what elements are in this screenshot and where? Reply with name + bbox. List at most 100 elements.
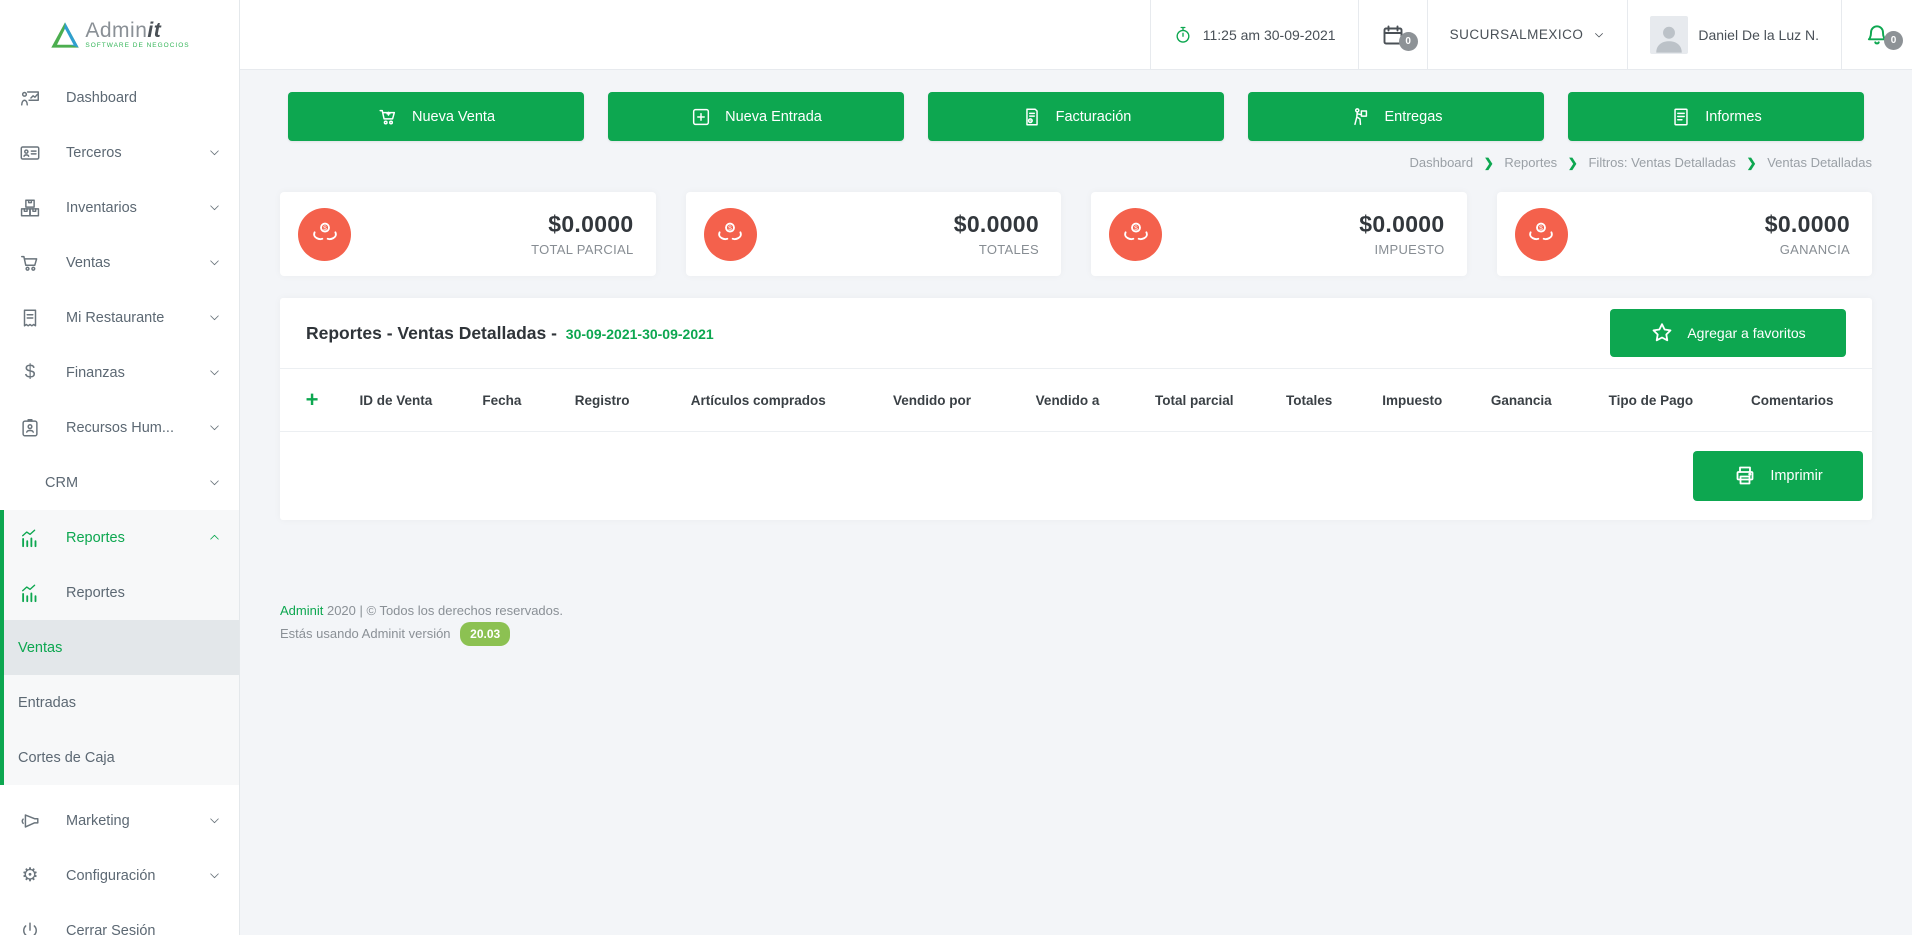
stat-label: IMPUESTO <box>1374 242 1445 257</box>
gear-icon: ⚙ <box>21 865 39 886</box>
sidebar-item-terceros[interactable]: Terceros <box>0 125 239 180</box>
sidebar-item-finanzas[interactable]: $ Finanzas <box>0 345 239 400</box>
breadcrumb-separator-icon: ❯ <box>1567 156 1578 170</box>
star-icon <box>1652 323 1672 342</box>
column-header: Ganancia <box>1490 392 1552 408</box>
stat-cards: $ $0.0000 TOTAL PARCIAL $ $0.0000 TOTALE… <box>280 192 1872 276</box>
chevron-down-icon <box>210 260 219 266</box>
sidebar-item-label: Terceros <box>66 144 122 161</box>
notifications-badge: 0 <box>1884 30 1903 50</box>
sidebar-item-dashboard[interactable]: Dashboard <box>0 70 239 125</box>
printer-icon <box>1736 466 1754 485</box>
report-date-range: 30-09-2021-30-09-2021 <box>565 325 714 342</box>
megaphone-icon <box>18 810 42 832</box>
sidebar-item-label: Inventarios <box>66 199 137 216</box>
facturacion-button[interactable]: $ Facturación <box>928 92 1224 141</box>
branch-selector[interactable]: SUCURSALMEXICO <box>1426 0 1628 69</box>
stat-card-impuesto: $ $0.0000 IMPUESTO <box>1091 192 1467 276</box>
sidebar-item-reportes[interactable]: Reportes <box>4 510 239 565</box>
sidebar-item-recursos-humanos[interactable]: Recursos Hum... <box>0 400 239 455</box>
stat-label: TOTALES <box>978 242 1039 257</box>
column-header: Totales <box>1285 392 1333 408</box>
breadcrumb-dashboard[interactable]: Dashboard <box>1409 155 1474 170</box>
add-row-button[interactable]: + <box>305 387 319 412</box>
entregas-button[interactable]: Entregas <box>1248 92 1544 141</box>
sidebar-subitem-cortes-de-caja[interactable]: Cortes de Caja <box>4 730 239 785</box>
sidebar-item-inventarios[interactable]: Inventarios <box>0 180 239 235</box>
cart-icon <box>18 252 42 274</box>
stat-card-ganancia: $ $0.0000 GANANCIA <box>1496 192 1872 276</box>
cart-plus-icon <box>379 109 396 125</box>
quick-actions: Nueva Venta Nueva Entrada $ Facturación … <box>288 92 1864 141</box>
footer-version-line: Estás usando Adminit versión 20.03 <box>280 622 1872 647</box>
sidebar-item-label: Finanzas <box>66 364 125 381</box>
sidebar-subitem-reportes[interactable]: Reportes <box>4 565 239 620</box>
add-to-favorites-button[interactable]: Agregar a favoritos <box>1610 309 1846 357</box>
user-menu[interactable]: Daniel De la Luz N. <box>1627 0 1841 69</box>
invoice-icon: $ <box>1025 107 1038 126</box>
dollar-icon: $ <box>24 361 36 383</box>
boxes-icon <box>18 197 42 219</box>
calendar-button[interactable]: 0 <box>1357 0 1427 69</box>
svg-text:$: $ <box>1134 225 1138 232</box>
sidebar-item-configuracion[interactable]: ⚙ Configuración <box>0 848 239 903</box>
sidebar-item-mi-restaurante[interactable]: Mi Restaurante <box>0 290 239 345</box>
sidebar-menu: Dashboard Terceros Inventarios Ventas <box>0 70 239 935</box>
user-name: Daniel De la Luz N. <box>1698 26 1819 43</box>
column-header: Registro <box>574 392 630 408</box>
chevron-up-icon <box>210 534 219 540</box>
sidebar-item-label: Recursos Hum... <box>66 419 174 436</box>
avatar <box>1650 15 1689 54</box>
sidebar-subitem-ventas[interactable]: Ventas <box>4 620 239 675</box>
stopwatch-icon <box>1176 26 1190 43</box>
datetime-text: 11:25 am 30-09-2021 <box>1202 26 1336 43</box>
report-panel: Reportes - Ventas Detalladas - 30-09-202… <box>280 298 1872 520</box>
bar-chart-icon <box>18 582 42 604</box>
sidebar-item-label: Ventas <box>18 639 63 656</box>
delivery-person-icon <box>1354 107 1368 125</box>
stat-label: GANANCIA <box>1779 242 1850 257</box>
sidebar-item-label: Cerrar Sesión <box>66 922 156 935</box>
column-header: Vendido por <box>893 392 972 408</box>
sidebar-item-label: Dashboard <box>66 89 137 106</box>
sidebar-item-crm[interactable]: CRM <box>0 455 239 510</box>
contacts-card-icon <box>18 142 42 164</box>
sidebar: Adminit SOFTWARE DE NEGOCIOS Dashboard T… <box>0 0 240 935</box>
sidebar-item-label: Reportes <box>66 529 125 546</box>
print-button[interactable]: Imprimir <box>1693 451 1863 501</box>
report-document-icon <box>1674 107 1688 126</box>
receipt-icon <box>18 307 42 329</box>
money-hands-icon: $ <box>298 207 351 261</box>
nueva-entrada-button[interactable]: Nueva Entrada <box>608 92 904 141</box>
breadcrumb-filtros[interactable]: Filtros: Ventas Detalladas <box>1588 155 1736 170</box>
sidebar-item-label: Marketing <box>66 812 130 829</box>
calendar-badge: 0 <box>1398 31 1418 51</box>
logo[interactable]: Adminit SOFTWARE DE NEGOCIOS <box>0 0 239 70</box>
notifications-button[interactable]: 0 <box>1841 0 1912 69</box>
report-title: Reportes - Ventas Detalladas - 30-09-202… <box>306 322 714 343</box>
nueva-venta-button[interactable]: Nueva Venta <box>288 92 584 141</box>
sidebar-item-cerrar-sesion[interactable]: Cerrar Sesión <box>0 903 239 935</box>
bell-icon <box>1867 24 1887 44</box>
main-content: Nueva Venta Nueva Entrada $ Facturación … <box>240 70 1912 935</box>
svg-text:$: $ <box>1539 225 1543 232</box>
svg-text:$: $ <box>728 225 732 232</box>
sidebar-item-ventas[interactable]: Ventas <box>0 235 239 290</box>
plus-square-icon <box>693 108 710 125</box>
sidebar-item-marketing[interactable]: Marketing <box>0 793 239 848</box>
breadcrumb-ventas-detalladas[interactable]: Ventas Detalladas <box>1767 155 1872 170</box>
column-header: Total parcial <box>1154 392 1234 408</box>
column-header: Fecha <box>482 392 522 408</box>
chevron-down-icon <box>210 425 219 431</box>
chevron-down-icon <box>1595 32 1604 37</box>
report-table-body: Imprimir <box>280 432 1872 520</box>
dashboard-icon <box>18 87 42 109</box>
money-hands-icon: $ <box>1514 207 1568 261</box>
sidebar-item-label: CRM <box>45 474 79 491</box>
sidebar-subitem-entradas[interactable]: Entradas <box>4 675 239 730</box>
footer-brand-link[interactable]: Adminit <box>280 603 324 618</box>
stat-card-total-parcial: $ $0.0000 TOTAL PARCIAL <box>280 192 656 276</box>
informes-button[interactable]: Informes <box>1568 92 1864 141</box>
breadcrumb-reportes[interactable]: Reportes <box>1504 155 1558 170</box>
stat-value: $0.0000 <box>953 211 1039 237</box>
